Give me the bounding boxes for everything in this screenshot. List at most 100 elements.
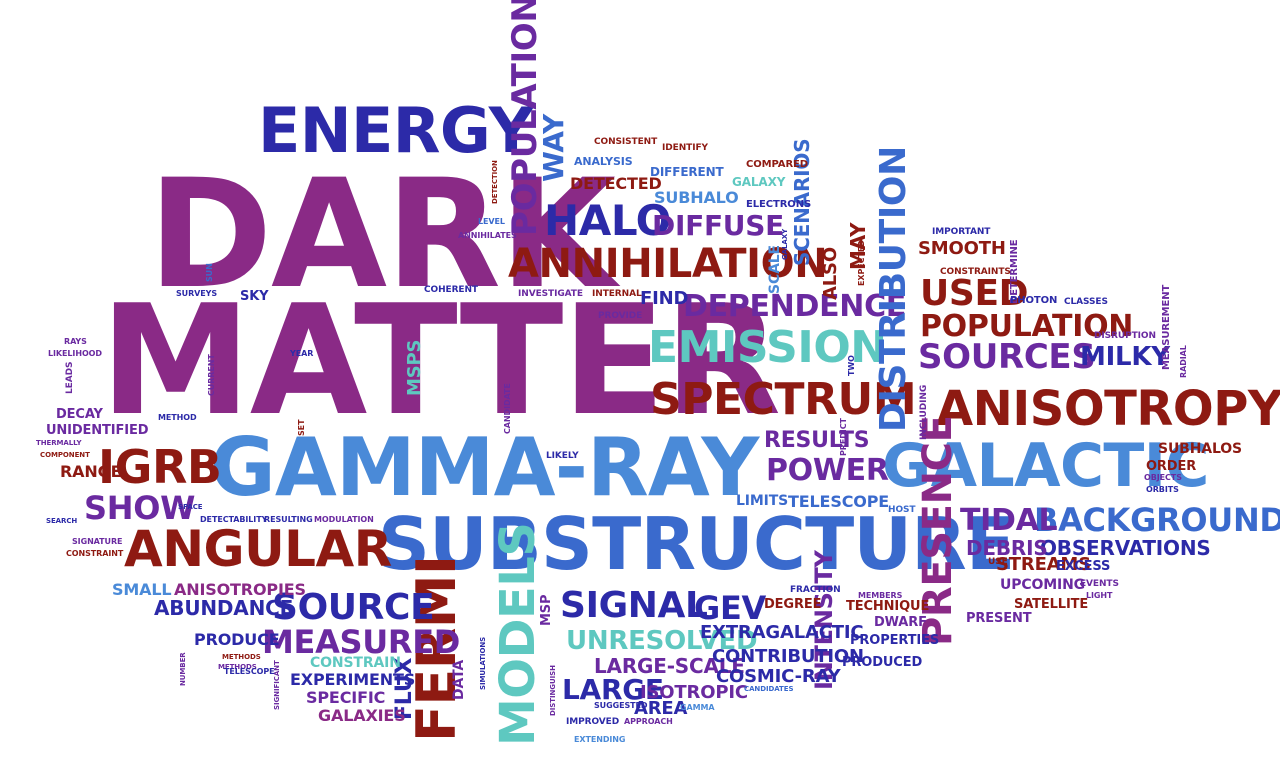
word-source: SOURCE — [272, 587, 435, 628]
word-investigate: INVESTIGATE — [518, 289, 583, 299]
word-models: MODELS — [490, 522, 546, 746]
word-subhalos: SUBHALOS — [1158, 441, 1242, 457]
word-modulation: MODULATION — [314, 515, 374, 524]
word-detected: DETECTED — [570, 174, 662, 193]
word-gev: GEV — [694, 589, 766, 627]
word-msp: MSP — [539, 594, 554, 626]
word-likelihood: LIKELIHOOD — [48, 349, 102, 358]
word-expected: EXPECTED — [857, 240, 866, 286]
word-data: DATA — [451, 659, 467, 700]
word-improved: IMPROVED — [566, 717, 620, 727]
word-members: MEMBERS — [858, 591, 903, 600]
word-igrb: IGRB — [98, 440, 222, 494]
word-events: EVENTS — [1080, 579, 1119, 589]
word-sources: SOURCES — [918, 337, 1096, 377]
word-upcoming: UPCOMING — [1000, 577, 1086, 593]
word-dark: DARK — [148, 148, 616, 322]
word-milky: MILKY — [1080, 342, 1170, 372]
word-subhalo: SUBHALO — [654, 188, 739, 207]
word-methods: METHODS — [222, 653, 261, 661]
word-extragalactic: EXTRAGALACTIC — [700, 622, 864, 643]
word-methods2: METHODS — [218, 663, 257, 671]
word-diffuse: DIFFUSE — [652, 209, 784, 242]
word-sun: SUN — [205, 263, 214, 282]
word-scale: SCALE — [767, 245, 783, 294]
word-unresolved: UNRESOLVED — [566, 626, 758, 656]
word-suggested: SUGGESTED — [594, 701, 648, 710]
word-produced: PRODUCED — [842, 655, 923, 670]
word-decay: DECAY — [56, 407, 103, 422]
word-gamma: GAMMA — [680, 703, 715, 712]
word-detection: DETECTION — [491, 160, 499, 204]
word-power: POWER — [766, 453, 889, 488]
word-sky: SKY — [240, 289, 269, 304]
word-contribution: CONTRIBUTION — [712, 646, 864, 667]
word-anisotropy: ANISOTROPY — [936, 381, 1280, 437]
word-substructure: SUBSTRUCTURE — [378, 502, 1015, 586]
word-different: DIFFERENT — [650, 165, 724, 179]
word-present: PRESENT — [966, 611, 1032, 626]
word-signature: SIGNATURE — [72, 537, 123, 546]
word-abundance: ABUNDANCE — [154, 596, 294, 620]
word-smooth: SMOOTH — [918, 238, 1006, 259]
word-technique: TECHNIQUE — [846, 599, 930, 614]
word-way: WAY — [537, 113, 570, 182]
word-large-scale: LARGE-SCALE — [594, 654, 745, 678]
word-galaxy: GALAXY — [732, 175, 786, 189]
word-radial: RADIAL — [1179, 345, 1188, 378]
word-dependence: DEPENDENCE — [683, 289, 906, 324]
word-candidates: CANDIDATES — [744, 685, 794, 693]
word-anisotropies: ANISOTROPIES — [174, 580, 306, 599]
word-leads: LEADS — [65, 361, 75, 394]
word-distribution: DISTRIBUTION — [873, 146, 914, 432]
word-halo: HALO — [544, 196, 671, 245]
word-set: SET — [297, 419, 306, 436]
word-degree: DEGREE — [764, 597, 822, 612]
word-msps: MSPS — [404, 339, 425, 396]
word-excess: EXCESS — [1056, 559, 1111, 574]
word-method: METHOD — [158, 413, 197, 422]
word-signal: SIGNAL — [560, 585, 708, 626]
word-provide: PROVIDE — [598, 311, 643, 321]
word-candidate: CANDIDATE — [503, 383, 512, 434]
word-emission: EMISSION — [648, 322, 887, 373]
word-rays: RAYS — [64, 337, 87, 346]
word-area: AREA — [634, 698, 688, 719]
word-internal: INTERNAL — [592, 289, 642, 299]
word-predict: PREDICT — [839, 418, 848, 456]
word-compared: COMPARED — [746, 159, 808, 170]
word-level: LEVEL — [478, 217, 505, 226]
word-thermally: THERMALLY — [36, 439, 82, 447]
word-satellite: SATELLITE — [1014, 597, 1089, 612]
word-used: USED — [920, 273, 1029, 314]
word-two: TWO — [847, 355, 856, 376]
word-measured: MEASURED — [262, 623, 461, 661]
word-annihilation: ANNIHILATION — [508, 241, 828, 287]
word-measurement: MEASUREMENT — [1161, 284, 1172, 370]
word-streams: STREAMS — [996, 554, 1091, 575]
word-distinguish: DISTINGUISH — [549, 665, 557, 716]
word-disruption: DISRUPTION — [1094, 331, 1156, 341]
word-show: SHOW — [84, 489, 196, 527]
word-produce: PRODUCE — [194, 630, 280, 649]
word-surveys: SURVEYS — [176, 289, 218, 298]
word-experiments: EXPERIMENTS — [290, 670, 416, 689]
word-likely: LIKELY — [546, 451, 579, 461]
word-constraints: CONSTRAINTS — [940, 267, 1011, 277]
word-consistent: CONSISTENT — [594, 137, 658, 147]
word-isotropic: ISOTROPIC — [640, 682, 748, 703]
word-debris: DEBRIS — [966, 536, 1048, 560]
word-including: INCLUDING — [919, 384, 929, 440]
word-analysis: ANALYSIS — [574, 155, 633, 168]
word-angular: ANGULAR — [124, 520, 392, 578]
word-background: BACKGROUND — [1034, 501, 1280, 539]
word-objects: OBJECTS — [1144, 473, 1182, 482]
word-simulations: SIMULATIONS — [479, 636, 487, 690]
word-constraint: CONSTRAINT — [66, 549, 124, 558]
word-observations: OBSERVATIONS — [1040, 536, 1211, 560]
word-unidentified: UNIDENTIFIED — [46, 423, 149, 438]
word-results: RESULTS — [764, 428, 870, 453]
word-annihilates: ANNIHILATES — [458, 231, 517, 240]
word-electrons: ELECTRONS — [746, 199, 812, 210]
